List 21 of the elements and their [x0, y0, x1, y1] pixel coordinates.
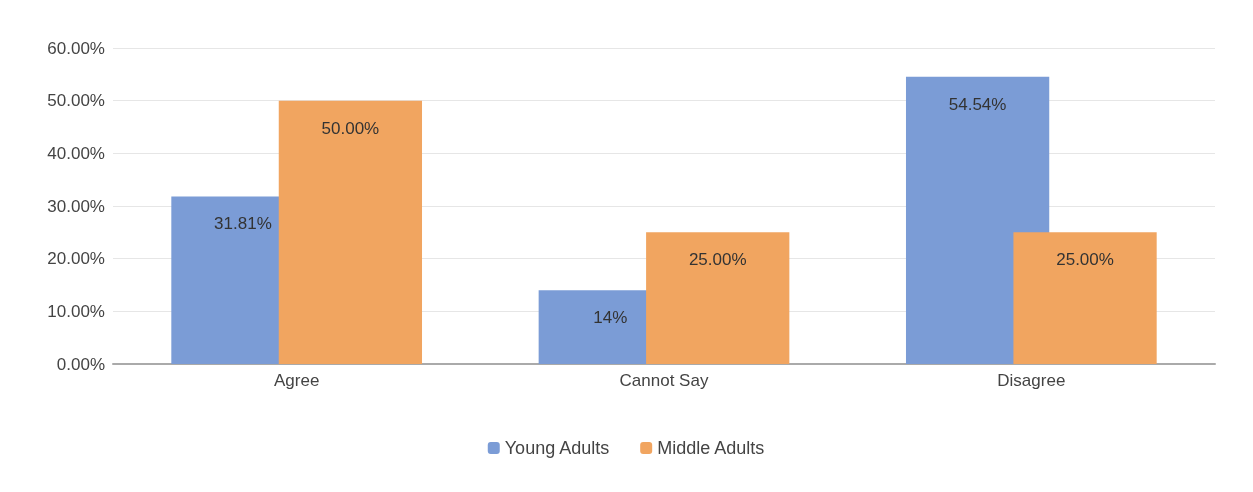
y-tick-label: 60.00%: [47, 38, 105, 58]
data-label: 50.00%: [321, 118, 380, 138]
bar: [1013, 232, 1157, 364]
y-tick-label: 40.00%: [47, 143, 105, 163]
data-label: 54.54%: [948, 94, 1007, 114]
y-tick-label: 10.00%: [47, 301, 105, 321]
y-tick-label: 50.00%: [47, 91, 105, 111]
y-tick-label: 0.00%: [56, 354, 105, 374]
bar: [278, 100, 423, 364]
x-tick-label: Cannot Say: [619, 371, 709, 390]
x-tick-label: Agree: [273, 371, 320, 390]
y-tick-label: 20.00%: [47, 249, 105, 269]
data-label: 25.00%: [688, 250, 747, 270]
x-tick-label: Disagree: [997, 371, 1066, 390]
y-tick-label: 30.00%: [47, 196, 105, 216]
data-label: 25.00%: [1056, 250, 1114, 270]
bar: [646, 232, 790, 364]
legend-label: Young Adults: [504, 438, 610, 458]
data-label: 31.81%: [214, 214, 272, 234]
data-label: 14%: [593, 308, 628, 328]
legend-label: Middle Adults: [657, 438, 765, 458]
